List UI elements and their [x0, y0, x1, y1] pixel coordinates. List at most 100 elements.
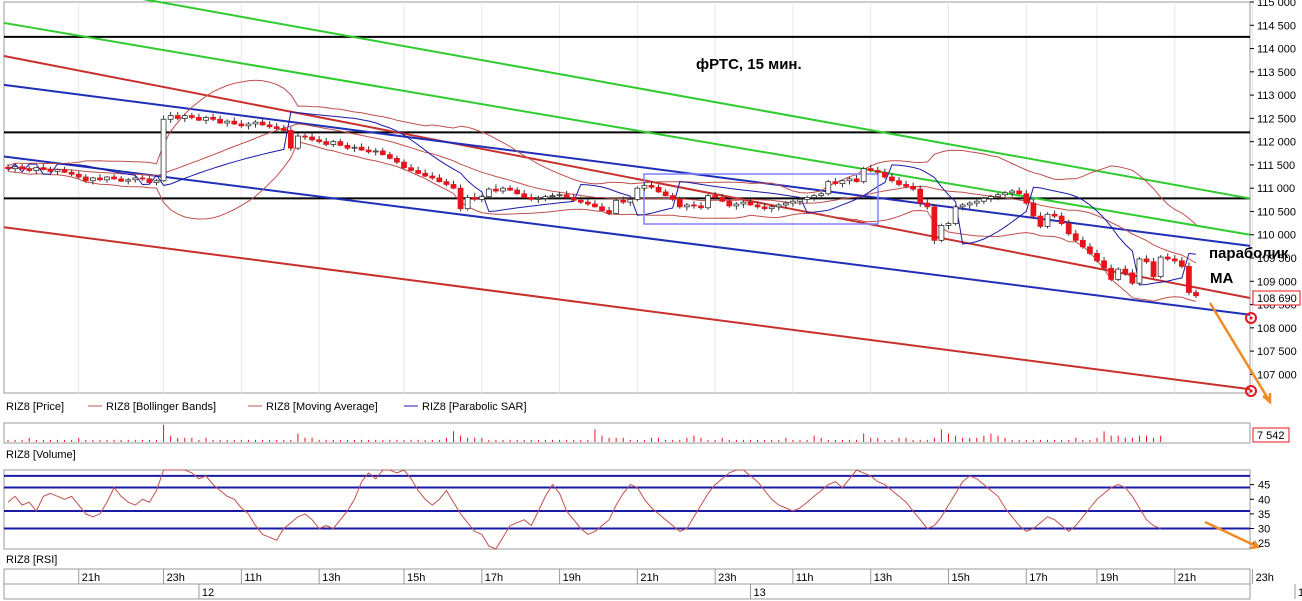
volume-pane: [3, 422, 1251, 444]
candle: [33, 166, 40, 175]
candle-body: [386, 154, 393, 159]
candle: [287, 126, 294, 151]
candle: [19, 163, 26, 170]
candle-body: [924, 202, 931, 208]
candle-body: [224, 120, 231, 124]
candle-body: [68, 171, 75, 175]
candle-body: [584, 201, 591, 205]
candle-body: [860, 168, 867, 183]
candle: [733, 202, 740, 210]
candle-body: [1193, 292, 1199, 297]
candle-body: [89, 177, 96, 182]
candle-body: [1094, 252, 1100, 262]
candle-body: [563, 194, 570, 198]
candle: [528, 193, 535, 202]
candle-body: [344, 144, 351, 149]
candle-body: [26, 168, 33, 171]
candle-body: [188, 115, 195, 118]
candle-body: [379, 150, 386, 156]
candle: [280, 124, 287, 133]
candle-body: [1171, 258, 1178, 262]
rsi-line: [7, 469, 1161, 550]
candle: [139, 175, 146, 181]
candle-body: [146, 178, 153, 184]
candle: [203, 115, 209, 124]
candle: [648, 181, 655, 190]
candle-body: [464, 197, 471, 210]
candle-body: [768, 206, 775, 210]
candle: [747, 198, 754, 206]
parabolic-sar: [7, 111, 1197, 286]
rsi-tick-label: 40: [1258, 494, 1270, 506]
candle: [61, 166, 68, 173]
candle: [1143, 255, 1150, 264]
candle: [1079, 236, 1086, 249]
candle-body: [889, 176, 895, 182]
price-tick-label: 107 000: [1257, 369, 1297, 381]
candle-body: [125, 179, 132, 182]
candle: [1171, 255, 1178, 264]
candle: [196, 113, 202, 122]
candle-body: [514, 189, 521, 195]
candle: [450, 180, 457, 190]
candle: [309, 133, 315, 142]
candle-body: [104, 176, 110, 181]
candle-body: [874, 170, 881, 173]
candle-body: [238, 123, 245, 127]
candle-body: [691, 204, 697, 207]
candle-body: [726, 200, 733, 207]
candle: [160, 115, 167, 182]
candle-body: [372, 150, 379, 153]
candle-body: [457, 187, 464, 210]
candle-body: [167, 115, 174, 120]
time-tick-label: 17h: [485, 572, 503, 584]
candle: [549, 192, 556, 200]
candle-body: [231, 120, 238, 125]
candle-body: [528, 197, 535, 200]
candle: [1051, 210, 1058, 218]
candle: [535, 195, 542, 204]
last-price-box: [1252, 290, 1301, 306]
target-circle-icon: [1245, 312, 1257, 324]
candle: [683, 203, 690, 211]
candle: [1030, 199, 1037, 218]
price-tick-label: 112 000: [1257, 137, 1296, 149]
time-tick-label: 15h: [407, 572, 425, 584]
candle: [379, 148, 386, 156]
candle: [507, 185, 513, 191]
candle-body: [1122, 268, 1129, 274]
candle: [938, 223, 945, 243]
green-trendline: [3, 21, 1251, 236]
legend-sar: RIZ8 [Parabolic SAR]: [422, 401, 527, 413]
candle: [832, 177, 839, 186]
candle: [903, 180, 909, 189]
legend-rsi: RIZ8 [RSI]: [6, 554, 57, 566]
candle-body: [75, 173, 82, 178]
candle: [1164, 253, 1171, 261]
candle-body: [1051, 213, 1058, 217]
candle-body: [1178, 260, 1185, 267]
candle: [1023, 190, 1030, 205]
candle: [1072, 230, 1079, 243]
candle-body: [620, 199, 627, 203]
candle: [386, 151, 393, 160]
candle-body: [570, 197, 577, 201]
target-circle-icon: [1245, 385, 1257, 397]
candle: [26, 165, 33, 173]
candle-body: [217, 118, 224, 124]
candle-body: [804, 197, 810, 200]
candle-body: [599, 206, 605, 211]
annotation-ma: MA: [1210, 270, 1233, 287]
candle-body: [641, 184, 648, 189]
candle: [691, 201, 697, 209]
time-tick-label: 23h: [1256, 572, 1274, 584]
price-tick-label: 109 000: [1257, 276, 1297, 288]
candle: [797, 197, 803, 205]
candle: [584, 198, 591, 206]
candle-body: [493, 188, 499, 192]
time-tick-label: 15h: [952, 572, 970, 584]
candle-body: [698, 205, 704, 209]
rsi-tick-label: 25: [1258, 538, 1270, 550]
candle: [627, 198, 634, 206]
candle: [1129, 269, 1136, 286]
